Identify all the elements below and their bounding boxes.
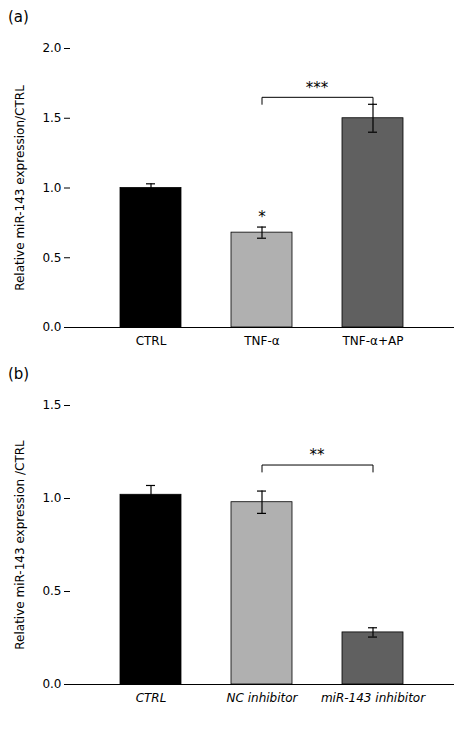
svg-text:0.5: 0.5	[42, 251, 61, 265]
svg-text:0.5: 0.5	[42, 584, 61, 598]
svg-text:1.5: 1.5	[42, 111, 61, 125]
html-text:(b): (b)	[8, 365, 30, 383]
svg-text:1.5: 1.5	[42, 398, 61, 412]
html-text:(a): (a)	[8, 8, 29, 26]
svg-text:CTRL: CTRL	[136, 691, 167, 705]
svg-text:***: ***	[306, 79, 329, 97]
svg-text:2.0: 2.0	[42, 41, 61, 55]
svg-text:CTRL: CTRL	[136, 334, 167, 348]
svg-text:0.0: 0.0	[42, 677, 61, 691]
svg-text:0.0: 0.0	[42, 320, 61, 334]
svg-text:NC inhibitor: NC inhibitor	[227, 691, 299, 705]
svg-text:1.0: 1.0	[42, 491, 61, 505]
svg-text:1.0: 1.0	[42, 181, 61, 195]
svg-text:**: **	[310, 446, 326, 464]
svg-text:Relative miR-143 expression/CT: Relative miR-143 expression/CTRL	[13, 85, 27, 291]
svg-text:TNF-α+AP: TNF-α+AP	[342, 334, 404, 348]
svg-text:miR-143 inhibitor: miR-143 inhibitor	[321, 691, 426, 705]
svg-text:*: *	[258, 208, 266, 226]
svg-text:TNF-α: TNF-α	[243, 334, 280, 348]
svg-text:Relative miR-143 expression /C: Relative miR-143 expression /CTRL	[13, 440, 27, 650]
